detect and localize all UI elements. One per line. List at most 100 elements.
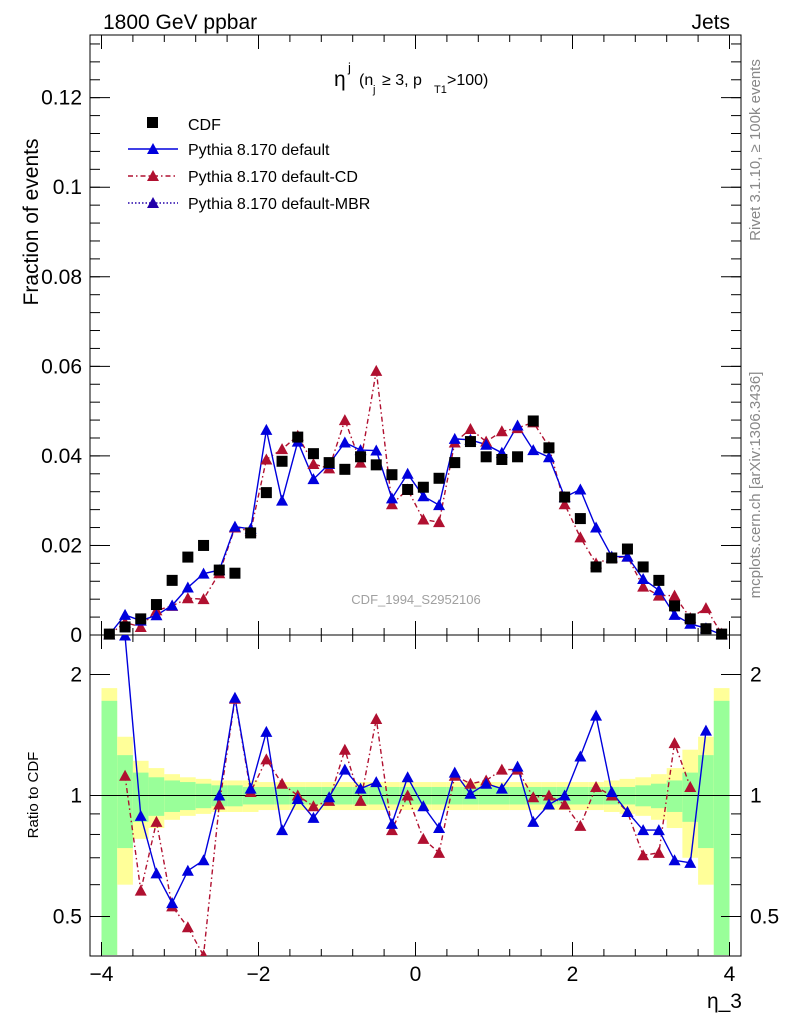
cdf-point — [653, 574, 665, 586]
cdf-point — [386, 469, 398, 481]
default-point — [417, 490, 430, 502]
default-ratio-point — [495, 782, 508, 794]
default-point — [433, 499, 446, 511]
ratio-axis-title: Ratio to CDF — [25, 752, 42, 839]
cdf-point — [260, 487, 272, 499]
default-point — [166, 599, 179, 611]
default-ratio-point — [244, 782, 257, 794]
default-point — [370, 444, 383, 456]
default-cd-point — [307, 457, 320, 469]
cdf-point — [449, 457, 461, 469]
ratio-tick-label-right: 0.5 — [750, 906, 779, 929]
default-ratio-point — [542, 798, 555, 810]
default-point — [542, 451, 555, 463]
default-cd-ratio-point — [527, 791, 540, 803]
default-cd-ratio-point — [684, 780, 697, 792]
default-cd-point — [276, 443, 289, 455]
default-ratio-point — [652, 824, 665, 836]
default-ratio-point — [213, 789, 226, 801]
cdf-point — [276, 455, 288, 467]
band-inner-bin — [132, 772, 149, 822]
cdf-point — [355, 451, 367, 463]
default-ratio-point — [307, 811, 320, 823]
band-inner-bin — [698, 755, 714, 849]
default-cd-ratio-point — [401, 789, 414, 801]
default-ratio-point — [590, 709, 603, 721]
default-cd-ratio-point — [307, 800, 320, 812]
default-ratio-point — [417, 800, 430, 812]
default-cd-ratio-point — [433, 846, 446, 858]
default-cd-ratio-point — [134, 884, 147, 896]
band-inner-bin — [666, 780, 683, 812]
cdf-point — [496, 453, 508, 465]
default-cd-point — [558, 498, 571, 510]
default-cd-ratio-point — [119, 769, 132, 781]
cdf-point — [464, 436, 476, 448]
default-point — [590, 521, 603, 533]
default-cd-ratio-point — [637, 849, 650, 861]
cdf-point — [559, 491, 571, 503]
cdf-point — [574, 513, 586, 525]
default-ratio-point — [134, 809, 147, 821]
cdf-point — [370, 459, 382, 471]
legend-default-label: Pythia 8.170 default — [188, 142, 330, 159]
default-ratio-point — [323, 791, 336, 803]
default-point — [276, 494, 289, 506]
default-point — [260, 423, 273, 435]
cdf-point — [527, 415, 539, 427]
default-point — [652, 584, 665, 596]
default-ratio-point — [558, 789, 571, 801]
cdf-point — [307, 448, 319, 460]
cdf-point — [716, 628, 728, 640]
ratio-tick-label-left: 0.5 — [53, 906, 82, 929]
ratio-tick-label-left: 1 — [70, 785, 82, 808]
plot-title: η j (n j ≥ 3, p T1 >100) — [334, 60, 488, 96]
main-series — [103, 364, 728, 640]
band-inner-bin — [148, 777, 165, 816]
x-tick-label: −4 — [90, 963, 114, 986]
y-tick-label: 0.12 — [41, 87, 82, 110]
y-tick-label: 0 — [70, 624, 82, 647]
default-cd-ratio-point — [574, 819, 587, 831]
legend-default-marker — [147, 143, 159, 154]
default-cd-ratio-point — [150, 815, 163, 827]
analysis-watermark: CDF_1994_S2952106 — [351, 592, 480, 607]
default-point — [527, 444, 540, 456]
title-cond3: >100) — [447, 72, 488, 89]
cdf-point — [590, 561, 602, 573]
default-ratio-point — [448, 766, 461, 778]
default-point — [637, 573, 650, 585]
cdf-point — [684, 613, 696, 625]
axis-ticks — [90, 35, 741, 956]
legend-mbr-marker — [147, 197, 159, 208]
cdf-point — [323, 457, 335, 469]
legend-cd-label: Pythia 8.170 default-CD — [188, 169, 358, 186]
default-ratio-point — [150, 867, 163, 879]
cdf-point — [480, 451, 492, 463]
default-cd-ratio-point — [181, 921, 194, 933]
cdf-point — [119, 621, 131, 633]
default-cd-point — [370, 364, 383, 376]
band-inner-bin — [117, 755, 133, 849]
default-cd-ratio-point — [464, 777, 477, 789]
default-point — [668, 608, 681, 620]
legend: CDF Pythia 8.170 default Pythia 8.170 de… — [128, 117, 370, 213]
default-point — [621, 550, 634, 562]
axis-tick-labels: −4 −2 0 2 4 0 0.02 0.04 0.06 0.08 0.1 0.12 0.5 0.5 1 1 2… — [41, 87, 779, 986]
default-cd-ratio-point — [370, 712, 383, 724]
default-cd-ratio-line — [124, 698, 691, 956]
legend-cd-marker — [147, 170, 159, 181]
cdf-point — [150, 599, 162, 611]
default-ratio-point — [354, 782, 367, 794]
default-ratio-point — [527, 815, 540, 827]
cdf-point — [198, 539, 210, 551]
default-ratio-point — [166, 897, 179, 909]
mcplots-note: mcplots.cern.ch [arXiv:1306.3436] — [747, 372, 764, 599]
default-cd-point — [385, 498, 398, 510]
cdf-point — [637, 561, 649, 573]
x-tick-label: −2 — [247, 963, 271, 986]
cdf-point — [182, 551, 194, 563]
default-point — [401, 467, 414, 479]
default-ratio-point — [480, 777, 493, 789]
